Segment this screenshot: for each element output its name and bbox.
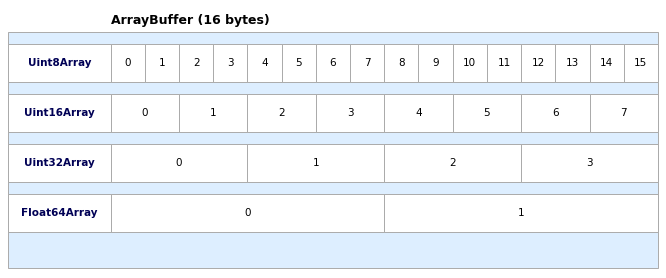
- FancyBboxPatch shape: [521, 44, 555, 82]
- Text: 2: 2: [192, 58, 199, 68]
- Text: 6: 6: [552, 108, 559, 118]
- Text: 14: 14: [600, 58, 613, 68]
- Text: 1: 1: [312, 158, 319, 168]
- Text: 4: 4: [261, 58, 268, 68]
- FancyBboxPatch shape: [316, 94, 384, 132]
- FancyBboxPatch shape: [111, 94, 179, 132]
- Text: 0: 0: [176, 158, 182, 168]
- Text: Float64Array: Float64Array: [21, 208, 97, 218]
- Text: 0: 0: [141, 108, 148, 118]
- FancyBboxPatch shape: [111, 144, 248, 182]
- Text: 12: 12: [531, 58, 545, 68]
- FancyBboxPatch shape: [8, 144, 111, 182]
- Text: Uint16Array: Uint16Array: [24, 108, 95, 118]
- FancyBboxPatch shape: [248, 44, 282, 82]
- FancyBboxPatch shape: [521, 94, 589, 132]
- FancyBboxPatch shape: [8, 44, 111, 82]
- Text: 0: 0: [244, 208, 250, 218]
- Text: ArrayBuffer (16 bytes): ArrayBuffer (16 bytes): [111, 14, 269, 27]
- FancyBboxPatch shape: [282, 44, 316, 82]
- FancyBboxPatch shape: [453, 44, 487, 82]
- FancyBboxPatch shape: [384, 144, 521, 182]
- FancyBboxPatch shape: [487, 44, 521, 82]
- FancyBboxPatch shape: [384, 194, 658, 232]
- FancyBboxPatch shape: [111, 194, 384, 232]
- Text: 5: 5: [484, 108, 490, 118]
- Text: 0: 0: [125, 58, 131, 68]
- Text: 1: 1: [159, 58, 165, 68]
- Text: 1: 1: [518, 208, 524, 218]
- Text: 10: 10: [464, 58, 476, 68]
- FancyBboxPatch shape: [248, 144, 384, 182]
- FancyBboxPatch shape: [350, 44, 384, 82]
- Text: 2: 2: [278, 108, 285, 118]
- FancyBboxPatch shape: [555, 44, 589, 82]
- FancyBboxPatch shape: [8, 32, 658, 268]
- FancyBboxPatch shape: [384, 94, 453, 132]
- Text: 1: 1: [210, 108, 216, 118]
- FancyBboxPatch shape: [589, 94, 658, 132]
- Text: 15: 15: [634, 58, 647, 68]
- FancyBboxPatch shape: [179, 94, 248, 132]
- Text: Uint32Array: Uint32Array: [24, 158, 95, 168]
- FancyBboxPatch shape: [521, 144, 658, 182]
- FancyBboxPatch shape: [453, 94, 521, 132]
- Text: 3: 3: [227, 58, 234, 68]
- Text: 9: 9: [432, 58, 439, 68]
- FancyBboxPatch shape: [111, 44, 145, 82]
- Text: 2: 2: [450, 158, 456, 168]
- Text: 13: 13: [566, 58, 579, 68]
- Text: 7: 7: [364, 58, 370, 68]
- FancyBboxPatch shape: [213, 44, 248, 82]
- Text: 3: 3: [347, 108, 354, 118]
- Text: Uint8Array: Uint8Array: [27, 58, 91, 68]
- FancyBboxPatch shape: [8, 94, 111, 132]
- FancyBboxPatch shape: [418, 44, 453, 82]
- Text: 3: 3: [586, 158, 593, 168]
- Text: 11: 11: [498, 58, 511, 68]
- FancyBboxPatch shape: [384, 44, 418, 82]
- FancyBboxPatch shape: [8, 194, 111, 232]
- Text: 7: 7: [621, 108, 627, 118]
- Text: 8: 8: [398, 58, 405, 68]
- FancyBboxPatch shape: [624, 44, 658, 82]
- FancyBboxPatch shape: [145, 44, 179, 82]
- FancyBboxPatch shape: [316, 44, 350, 82]
- FancyBboxPatch shape: [589, 44, 624, 82]
- FancyBboxPatch shape: [179, 44, 213, 82]
- Text: 5: 5: [296, 58, 302, 68]
- FancyBboxPatch shape: [248, 94, 316, 132]
- Text: 6: 6: [330, 58, 336, 68]
- Text: 4: 4: [415, 108, 422, 118]
